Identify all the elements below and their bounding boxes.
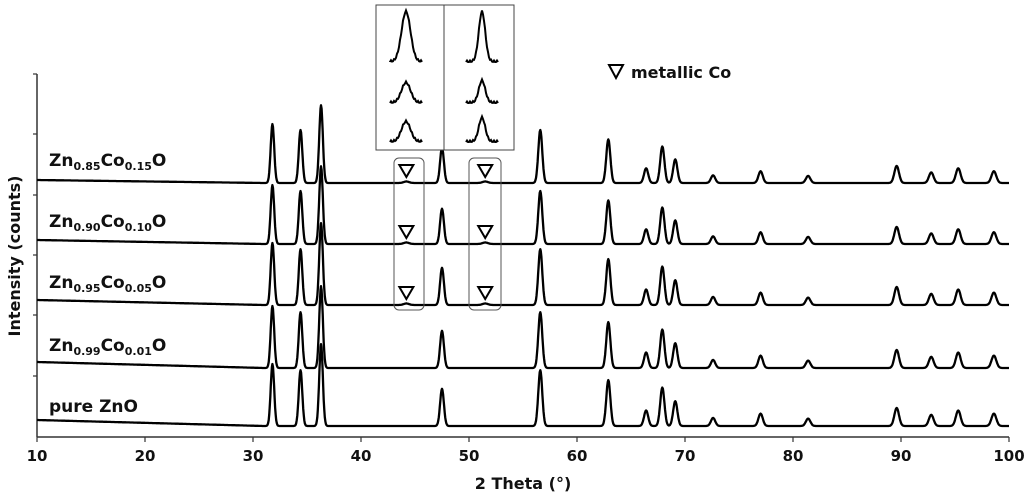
metallic-co-marker bbox=[476, 286, 494, 301]
x-tick-label: 20 bbox=[135, 447, 156, 465]
series-label: pure ZnO bbox=[49, 397, 138, 417]
inset-peak bbox=[465, 10, 499, 64]
metallic-co-marker bbox=[397, 164, 416, 179]
series-line bbox=[36, 104, 1010, 185]
series-line bbox=[36, 285, 1010, 370]
x-axis-title: 2 Theta (°) bbox=[475, 474, 572, 493]
x-tick-label: 60 bbox=[567, 447, 588, 465]
x-tick-label: 30 bbox=[243, 447, 264, 465]
series-label: Zn0.85Co0.15O bbox=[49, 151, 166, 173]
inset-box bbox=[375, 4, 515, 151]
series-label: Zn0.95Co0.05O bbox=[49, 273, 166, 295]
legend-label: metallic Co bbox=[631, 63, 731, 82]
metallic-co-marker bbox=[476, 225, 494, 240]
inset-peak bbox=[389, 79, 423, 104]
inset-peak bbox=[465, 76, 499, 104]
inset-peak bbox=[389, 7, 423, 63]
x-tick-label: 50 bbox=[459, 447, 480, 465]
series-label: Zn0.99Co0.01O bbox=[49, 336, 166, 358]
x-tick-label: 80 bbox=[783, 447, 804, 465]
co-region-box bbox=[393, 157, 425, 311]
inset-peak bbox=[465, 113, 499, 143]
series-line bbox=[36, 165, 1010, 246]
x-tick-label: 40 bbox=[351, 447, 372, 465]
inset-peak bbox=[389, 118, 423, 143]
x-tick-label: 90 bbox=[891, 447, 912, 465]
metallic-co-marker bbox=[397, 286, 416, 301]
x-tick-label: 100 bbox=[993, 447, 1024, 465]
series-label: Zn0.90Co0.10O bbox=[49, 212, 166, 234]
metallic-co-marker bbox=[476, 164, 494, 179]
series-line bbox=[36, 343, 1010, 428]
legend-marker bbox=[607, 64, 625, 81]
y-axis-title: Intensity (counts) bbox=[5, 176, 24, 337]
x-tick-label: 70 bbox=[675, 447, 696, 465]
metallic-co-marker bbox=[397, 225, 416, 240]
x-tick-label: 10 bbox=[27, 447, 48, 465]
series-line bbox=[36, 222, 1010, 307]
co-region-box bbox=[468, 157, 502, 311]
